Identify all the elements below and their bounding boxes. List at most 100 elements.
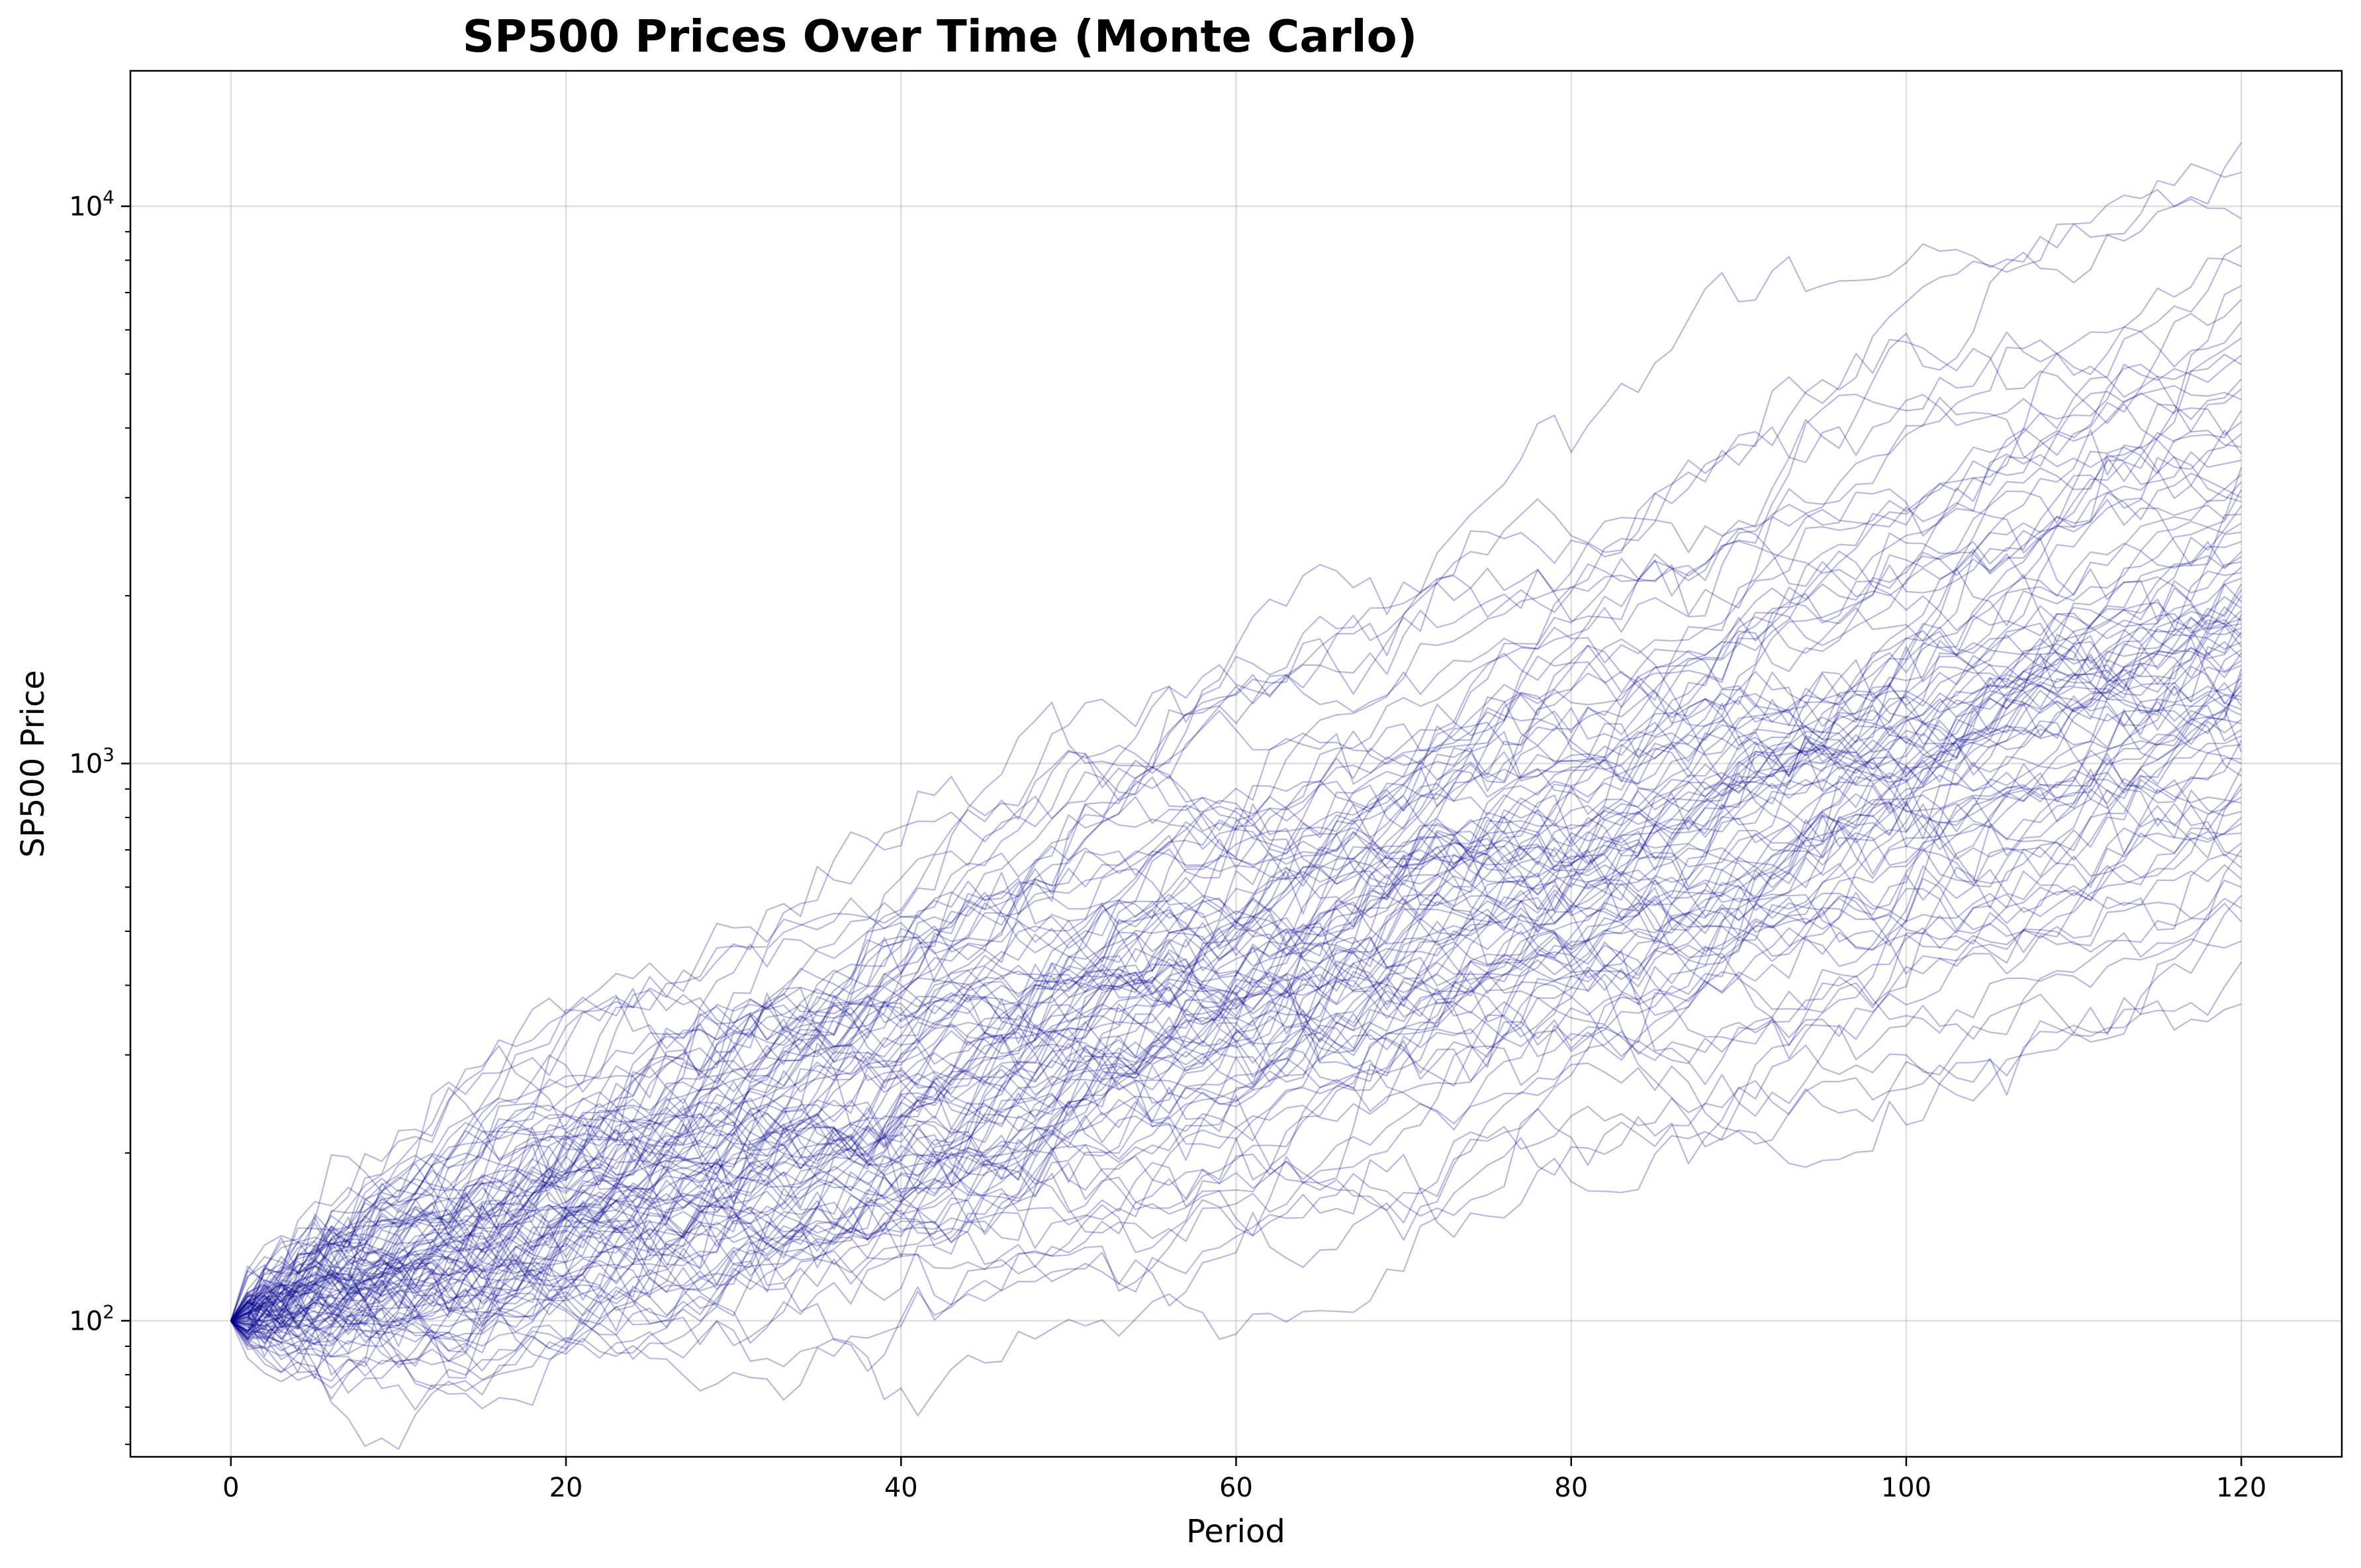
simulation-path bbox=[230, 735, 2242, 1347]
simulation-path bbox=[230, 434, 2242, 1334]
simulation-path bbox=[230, 245, 2242, 1332]
simulation-path bbox=[230, 321, 2242, 1322]
simulation-path bbox=[230, 481, 2242, 1330]
simulation-path bbox=[230, 587, 2242, 1339]
x-tick-label: 20 bbox=[549, 1473, 583, 1503]
x-tick-label: 100 bbox=[1881, 1473, 1931, 1503]
simulation-path bbox=[230, 619, 2242, 1330]
simulation-path bbox=[230, 541, 2242, 1322]
simulation-path bbox=[230, 1000, 2242, 1358]
simulation-path bbox=[230, 827, 2242, 1325]
simulation-path bbox=[230, 823, 2242, 1331]
simulation-path bbox=[230, 898, 2242, 1326]
y-tick-label: 103 bbox=[69, 744, 115, 780]
simulation-path bbox=[230, 606, 2242, 1373]
simulation-path bbox=[230, 753, 2242, 1322]
simulation-path bbox=[230, 682, 2242, 1332]
x-tick-label: 40 bbox=[884, 1473, 918, 1503]
simulation-path bbox=[230, 853, 2242, 1336]
simulation-path bbox=[230, 643, 2242, 1322]
simulation-path bbox=[230, 353, 2242, 1332]
simulation-path bbox=[230, 541, 2242, 1322]
simulation-path bbox=[230, 740, 2243, 1322]
simulation-path bbox=[230, 505, 2242, 1322]
simulation-path bbox=[230, 894, 2242, 1362]
simulation-path bbox=[230, 789, 2242, 1365]
y-axis-label: SP500 Price bbox=[15, 670, 52, 857]
simulation-path bbox=[230, 410, 2243, 1383]
simulation-path bbox=[230, 864, 2242, 1322]
simulation-path bbox=[230, 561, 2242, 1338]
simulation-path bbox=[230, 257, 2242, 1322]
chart-title: SP500 Prices Over Time (Monte Carlo) bbox=[463, 11, 1418, 62]
simulation-path bbox=[230, 624, 2242, 1321]
simulation-path bbox=[230, 818, 2242, 1394]
simulation-path bbox=[230, 645, 2242, 1322]
x-axis-ticks: 0 20 40 60 80 100 120 bbox=[222, 1457, 2266, 1503]
simulation-path bbox=[230, 473, 2242, 1321]
simulation-path bbox=[230, 768, 2243, 1354]
grid bbox=[130, 71, 2342, 1457]
simulation-path bbox=[230, 514, 2242, 1322]
simulation-path bbox=[230, 388, 2242, 1332]
simulation-path bbox=[230, 489, 2243, 1322]
x-tick-label: 0 bbox=[222, 1473, 239, 1503]
simulation-path bbox=[230, 337, 2242, 1322]
simulation-path bbox=[230, 567, 2242, 1322]
simulation-path bbox=[230, 570, 2242, 1349]
simulation-path bbox=[230, 577, 2242, 1322]
simulation-path bbox=[230, 733, 2242, 1352]
simulation-path bbox=[230, 627, 2242, 1330]
simulation-path bbox=[230, 778, 2242, 1353]
simulation-path bbox=[230, 634, 2242, 1343]
simulation-path bbox=[230, 631, 2242, 1372]
simulation-path bbox=[230, 610, 2242, 1325]
simulation-path bbox=[230, 583, 2242, 1322]
simulation-path bbox=[230, 378, 2242, 1322]
simulation-path bbox=[230, 690, 2242, 1372]
simulation-path bbox=[230, 849, 2242, 1338]
simulation-path bbox=[230, 456, 2242, 1355]
simulation-path bbox=[230, 614, 2242, 1322]
simulation-path bbox=[230, 467, 2243, 1322]
simulation-path bbox=[230, 407, 2242, 1322]
simulation-path bbox=[230, 645, 2242, 1336]
simulation-path bbox=[230, 694, 2242, 1401]
simulation-path bbox=[230, 783, 2243, 1379]
x-tick-label: 80 bbox=[1554, 1473, 1588, 1503]
simulation-path bbox=[230, 497, 2242, 1322]
simulation-path bbox=[230, 649, 2242, 1369]
simulation-path bbox=[230, 686, 2242, 1322]
simulation-path bbox=[230, 355, 2242, 1348]
simulation-path bbox=[230, 363, 2242, 1358]
simulation-path bbox=[230, 451, 2242, 1333]
simulation-path bbox=[230, 880, 2242, 1340]
simulation-path bbox=[230, 142, 2243, 1334]
simulation-path bbox=[230, 430, 2242, 1333]
simulation-path bbox=[230, 708, 2243, 1360]
simulation-path bbox=[230, 744, 2242, 1389]
simulation-path bbox=[230, 700, 2242, 1360]
simulation-path bbox=[230, 665, 2242, 1328]
simulation-path bbox=[230, 163, 2242, 1322]
simulation-path bbox=[230, 618, 2242, 1322]
simulation-path bbox=[230, 285, 2242, 1322]
simulation-path bbox=[230, 757, 2242, 1341]
series-group bbox=[230, 142, 2243, 1450]
simulation-path bbox=[230, 299, 2242, 1336]
x-tick-label: 60 bbox=[1219, 1473, 1253, 1503]
y-tick-label: 104 bbox=[69, 187, 115, 222]
x-axis-label: Period bbox=[1186, 1513, 1285, 1550]
simulation-path bbox=[230, 817, 2242, 1322]
simulation-path bbox=[230, 620, 2242, 1348]
simulation-path bbox=[230, 589, 2243, 1322]
simulation-path bbox=[230, 598, 2242, 1322]
simulation-path bbox=[230, 903, 2242, 1416]
simulation-path bbox=[230, 198, 2242, 1344]
simulation-path bbox=[230, 962, 2243, 1382]
y-axis-ticks: 102 103 104 bbox=[69, 187, 130, 1446]
simulation-path bbox=[230, 673, 2243, 1322]
simulation-path bbox=[230, 694, 2242, 1342]
simulation-path bbox=[230, 583, 2243, 1322]
